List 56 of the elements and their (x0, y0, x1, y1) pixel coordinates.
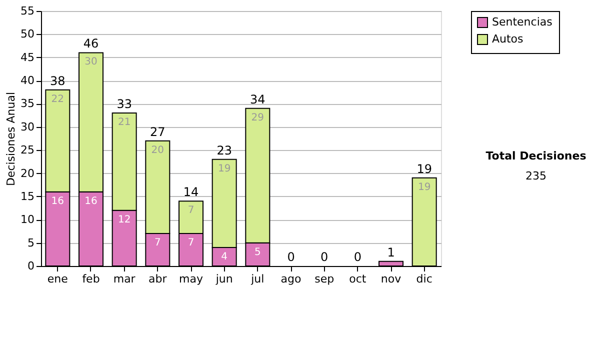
x-tick-label: mar (113, 272, 136, 286)
x-tick-label: sep (314, 272, 334, 286)
legend-label: Autos (492, 32, 524, 46)
data-label: 5 (254, 246, 261, 258)
y-tick-label: 5 (28, 236, 34, 250)
total-label: 34 (250, 92, 266, 106)
data-label: 21 (118, 117, 131, 128)
y-tick-label: 20 (20, 166, 34, 180)
total-label: 0 (287, 250, 295, 264)
y-tick-label: 50 (20, 28, 34, 41)
data-label: 22 (51, 94, 64, 105)
y-tick-label: 25 (20, 144, 34, 157)
total-label: 38 (50, 74, 66, 88)
y-tick-label: 10 (20, 213, 34, 226)
x-tick-label: dic (416, 272, 432, 286)
x-tick-label: feb (82, 272, 100, 286)
total-label: 27 (150, 124, 166, 139)
total-label: 23 (216, 143, 232, 158)
x-tick-label: ene (47, 272, 68, 286)
total-label: 0 (354, 250, 362, 264)
y-tick-label: 35 (20, 97, 34, 110)
data-label: 4 (221, 251, 228, 262)
data-label: 16 (51, 196, 64, 207)
x-tick-label: oct (349, 272, 367, 286)
y-tick-label: 40 (20, 74, 34, 88)
total-label: 19 (416, 162, 432, 176)
x-tick-label: may (179, 272, 204, 286)
legend-label: Sentencias (492, 16, 553, 28)
data-label: 7 (188, 238, 194, 249)
data-label: 16 (84, 196, 98, 207)
data-label: 20 (151, 144, 164, 156)
data-label: 30 (84, 56, 98, 68)
total-label: 33 (116, 97, 132, 111)
total-label: 46 (83, 36, 99, 51)
text: 235 (526, 169, 546, 182)
y-tick-label: 0 (28, 260, 34, 272)
x-tick-label: ago (280, 272, 302, 286)
data-label: 7 (154, 238, 161, 249)
x-tick-label: abr (148, 272, 168, 286)
y-axis-title: Decisiones Anual (4, 92, 18, 186)
x-tick-label: jun (214, 272, 233, 286)
y-tick-label: 45 (20, 50, 34, 64)
data-label: 12 (118, 214, 131, 226)
data-label: 29 (251, 112, 264, 124)
data-label: 19 (218, 163, 231, 174)
data-label: 7 (188, 205, 194, 216)
total-label: 14 (183, 185, 199, 200)
total-label: 1 (387, 245, 395, 260)
x-tick-label: jul (250, 272, 264, 286)
y-tick-label: 55 (20, 4, 34, 18)
data-label: 19 (418, 182, 431, 193)
text: Total Decisiones (486, 149, 587, 162)
y-tick-label: 15 (20, 190, 34, 203)
y-tick-label: 30 (20, 120, 34, 134)
x-tick-label: nov (380, 272, 402, 286)
total-label: 0 (320, 250, 328, 264)
